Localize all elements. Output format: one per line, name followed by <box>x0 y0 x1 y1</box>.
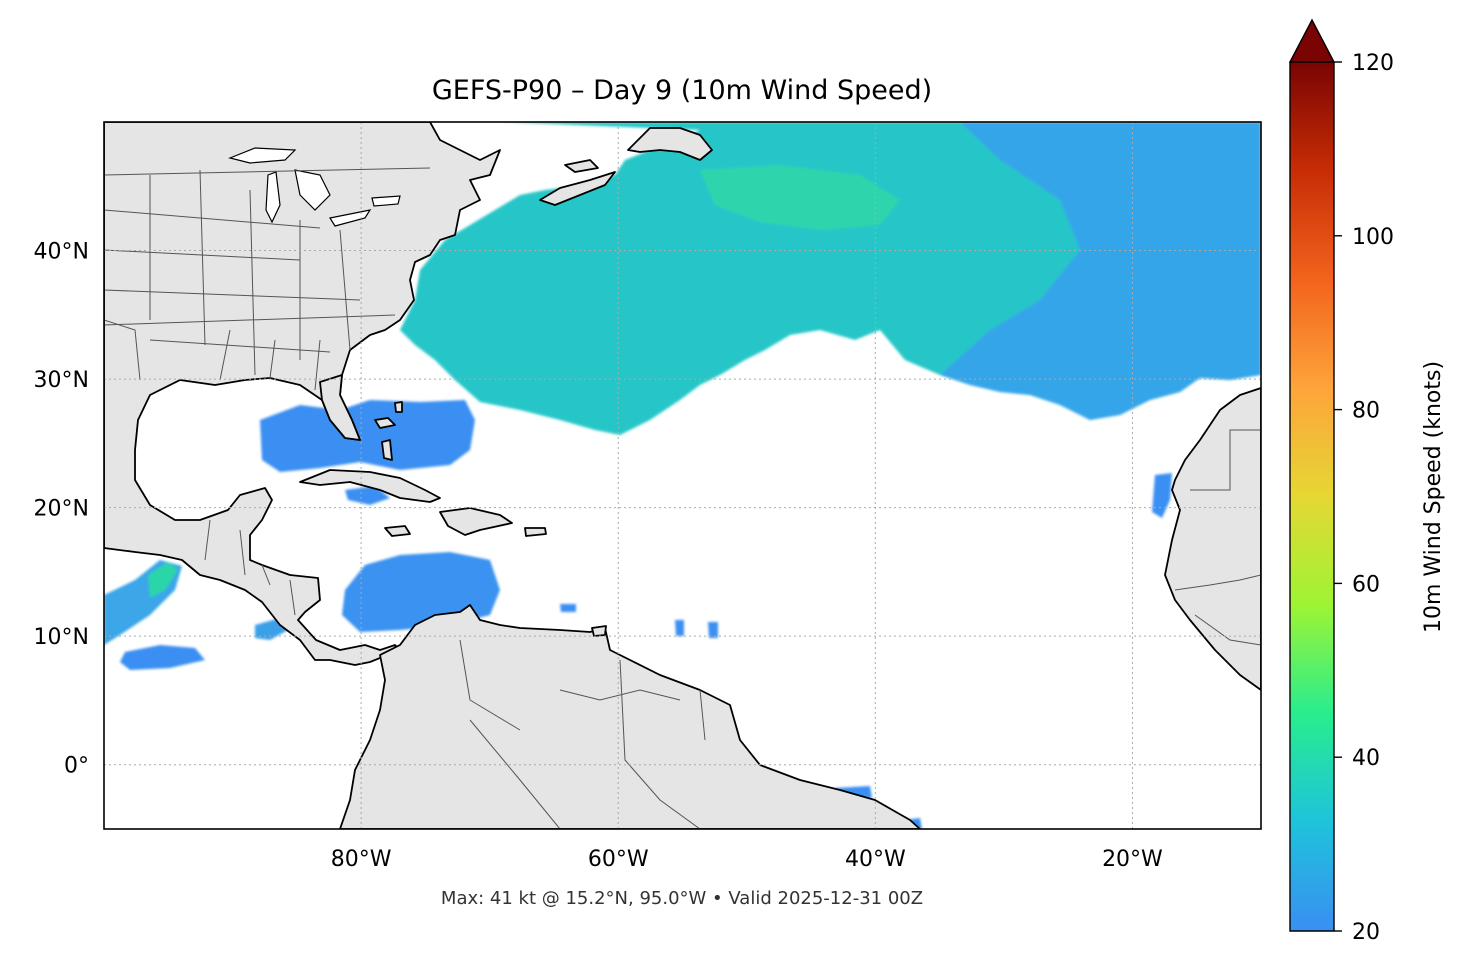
land-hispaniola <box>439 507 513 536</box>
lake-huron <box>294 169 331 211</box>
wind-region-caribbean-small <box>345 486 390 505</box>
wind-region-north-atlantic-core <box>700 165 900 230</box>
lon-tick-label: 20°W <box>1102 847 1163 872</box>
wind-region-cape-verde <box>1152 473 1172 518</box>
wind-region-guiana-spots <box>560 604 718 638</box>
land-nova-scotia <box>539 171 616 206</box>
land-pei <box>564 159 599 173</box>
colorbar: 20 40 60 80 100 120 10m Wind Speed (knots) <box>1288 18 1446 945</box>
lon-tick-label: 40°W <box>845 847 906 872</box>
lake-erie <box>329 209 372 227</box>
land-cuba <box>299 469 441 503</box>
map-footer: Max: 41 kt @ 15.2°N, 95.0°W • Valid 2025… <box>441 888 923 909</box>
wind-region-eastern-pacific-core <box>148 562 178 598</box>
wind-region-north-atlantic-edge <box>940 122 1261 420</box>
lake-superior <box>228 147 297 164</box>
land-trinidad <box>591 625 607 637</box>
lake-ontario <box>371 195 401 207</box>
land-africa <box>1164 387 1261 691</box>
political-borders <box>104 167 1261 829</box>
lon-tick-label: 80°W <box>331 847 392 872</box>
wind-region-gulf-of-mexico <box>260 400 475 472</box>
colorbar-label: 10m Wind Speed (knots) <box>1421 361 1446 633</box>
colorbar-tick-label: 100 <box>1352 225 1394 250</box>
lon-tick-label: 60°W <box>588 847 649 872</box>
colorbar-frame <box>1289 62 1335 932</box>
map-frame <box>103 121 1262 830</box>
great-lakes <box>228 147 401 227</box>
lat-tick-label: 20°N <box>34 497 89 522</box>
colorbar-tick-label: 80 <box>1352 399 1380 424</box>
land-florida <box>319 374 361 441</box>
land-puerto-rico <box>524 527 547 537</box>
lat-tick-label: 40°N <box>34 240 89 265</box>
wind-region-eastern-pacific-south <box>120 645 205 670</box>
colorbar-tick-label: 120 <box>1352 51 1394 76</box>
map-panel <box>104 122 1261 829</box>
lat-axis: 0° 10°N 20°N 30°N 40°N <box>34 240 89 779</box>
lat-tick-label: 0° <box>64 754 89 779</box>
land-jamaica <box>384 525 411 537</box>
lake-michigan <box>265 171 281 224</box>
colorbar-gradient <box>1290 62 1334 931</box>
colorbar-extend-arrow <box>1288 18 1336 63</box>
colorbar-tick-label: 40 <box>1352 746 1380 771</box>
lat-tick-label: 10°N <box>34 625 89 650</box>
colorbar-tick-label: 20 <box>1352 920 1380 945</box>
land-newfoundland <box>627 127 713 161</box>
colorbar-tick-label: 60 <box>1352 572 1380 597</box>
wind-field <box>104 122 1261 829</box>
land-bahamas <box>374 401 403 461</box>
colorbar-ticks: 20 40 60 80 100 120 <box>1334 51 1394 945</box>
lon-axis: 80°W 60°W 40°W 20°W <box>331 847 1163 872</box>
lat-tick-label: 30°N <box>34 368 89 393</box>
map-title: GEFS-P90 – Day 9 (10m Wind Speed) <box>432 75 932 106</box>
